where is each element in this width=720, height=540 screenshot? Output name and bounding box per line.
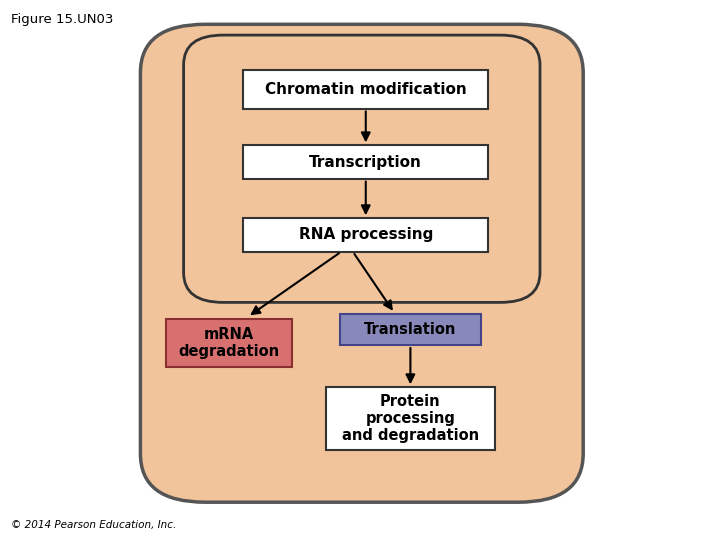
Text: Protein
processing
and degradation: Protein processing and degradation [342,394,479,443]
FancyBboxPatch shape [340,314,481,345]
FancyBboxPatch shape [243,70,488,109]
Text: Transcription: Transcription [310,154,422,170]
Text: RNA processing: RNA processing [299,227,433,242]
Text: Translation: Translation [364,322,456,337]
Text: Figure 15.UN03: Figure 15.UN03 [11,14,113,26]
FancyBboxPatch shape [140,24,583,502]
Text: © 2014 Pearson Education, Inc.: © 2014 Pearson Education, Inc. [11,520,176,530]
FancyBboxPatch shape [166,319,292,367]
FancyBboxPatch shape [325,388,495,449]
FancyBboxPatch shape [243,218,488,252]
FancyBboxPatch shape [243,145,488,179]
Text: mRNA
degradation: mRNA degradation [179,327,279,359]
Text: Chromatin modification: Chromatin modification [265,82,467,97]
FancyBboxPatch shape [184,35,540,302]
